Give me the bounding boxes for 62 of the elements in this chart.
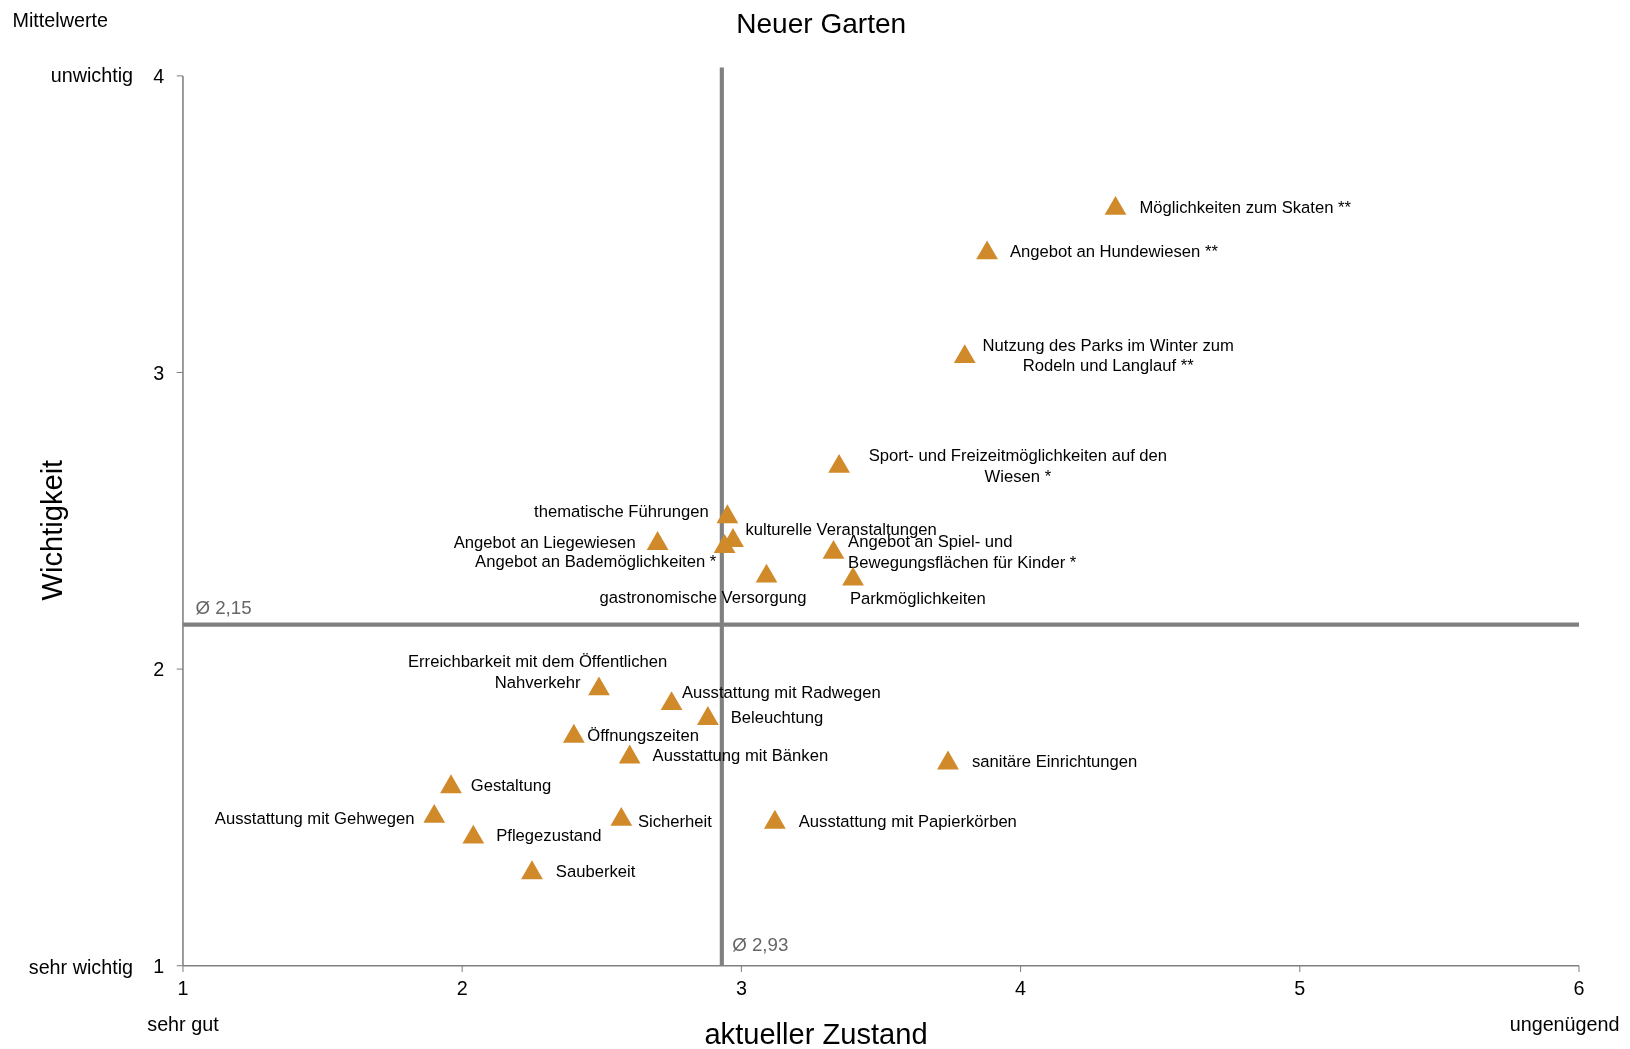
series-label: Sport- und Freizeitmöglichkeiten auf den Wiesen * <box>868 446 1168 487</box>
x-tick-label: 4 <box>1015 976 1027 999</box>
point <box>953 344 976 364</box>
point <box>828 453 850 473</box>
series-label: Möglichkeiten zum Skaten ** <box>1139 197 1352 217</box>
text: Mittelwerte <box>12 9 108 32</box>
chart-title: Neuer Garten <box>736 8 907 40</box>
series-label: Ausstattung mit Radwegen <box>681 682 881 702</box>
x-tick-label: 3 <box>735 976 747 999</box>
x-tick-label: 6 <box>1573 976 1585 999</box>
point <box>646 531 669 550</box>
point <box>713 534 736 553</box>
series-label: Ausstattung mit Bänken <box>652 746 829 766</box>
point <box>763 809 786 829</box>
series-label: Pflegezustand <box>496 826 602 846</box>
y-tick-label: 3 <box>153 361 165 384</box>
series-label: sanitäre Einrichtungen <box>971 752 1138 772</box>
point <box>440 774 462 794</box>
point <box>521 860 543 880</box>
series-label: Sicherheit <box>637 811 713 831</box>
series-label: Beleuchtung <box>730 707 824 727</box>
series-label: Angebot an Liegewiesen <box>453 532 636 552</box>
point <box>660 691 683 711</box>
series-label: Angebot an Bademöglichkeiten * <box>475 552 717 572</box>
ref-line-label: Ø 2,93 <box>732 934 789 956</box>
y-tick-label: 1 <box>153 954 165 977</box>
point <box>696 706 719 725</box>
point <box>610 806 633 826</box>
series-label: gastronomische Versorgung <box>599 588 807 608</box>
series-label: Öffnungszeiten <box>587 725 699 745</box>
y-axis-title: Wichtigkeit <box>36 459 69 601</box>
point <box>588 676 610 696</box>
series-label: Angebot an Hundewiesen ** <box>1009 242 1219 262</box>
point <box>937 750 959 770</box>
point <box>423 803 446 823</box>
series-label: Ausstattung mit Gehwegen <box>214 808 415 828</box>
point <box>462 824 485 844</box>
series-label: Parkmöglichkeiten <box>849 589 986 609</box>
ref-line-label: Ø 2,15 <box>195 597 252 619</box>
point <box>1104 195 1127 215</box>
text: sehr gut <box>147 1013 220 1036</box>
point <box>755 563 778 583</box>
series-label: Nutzung des Parks im Winter zum Rodeln und Langlauf ** <box>982 335 1234 376</box>
y-tick-label: 2 <box>153 658 165 681</box>
series-label: Gestaltung <box>470 776 552 795</box>
series-label: Ausstattung mit Papierkörben <box>798 811 1017 831</box>
series-label: thematische Führungen <box>534 501 709 521</box>
y-tick-label: 4 <box>153 65 165 88</box>
text: sehr wichtig <box>28 956 134 979</box>
x-axis-title: aktueller Zustand <box>704 1017 928 1049</box>
point <box>562 723 585 743</box>
point <box>618 744 641 764</box>
series-label: Sauberkeit <box>555 862 636 882</box>
x-tick-label: 1 <box>177 976 189 999</box>
x-tick-label: 5 <box>1294 976 1306 999</box>
point <box>976 240 998 260</box>
text: unwichtig <box>50 64 134 87</box>
text: ungenügend <box>1509 1013 1620 1036</box>
x-tick-label: 2 <box>456 976 468 999</box>
point <box>716 504 739 524</box>
point <box>822 539 845 559</box>
text: Erreichbarkeit mit dem Öffentlichen Nahverkehr <box>407 652 668 692</box>
